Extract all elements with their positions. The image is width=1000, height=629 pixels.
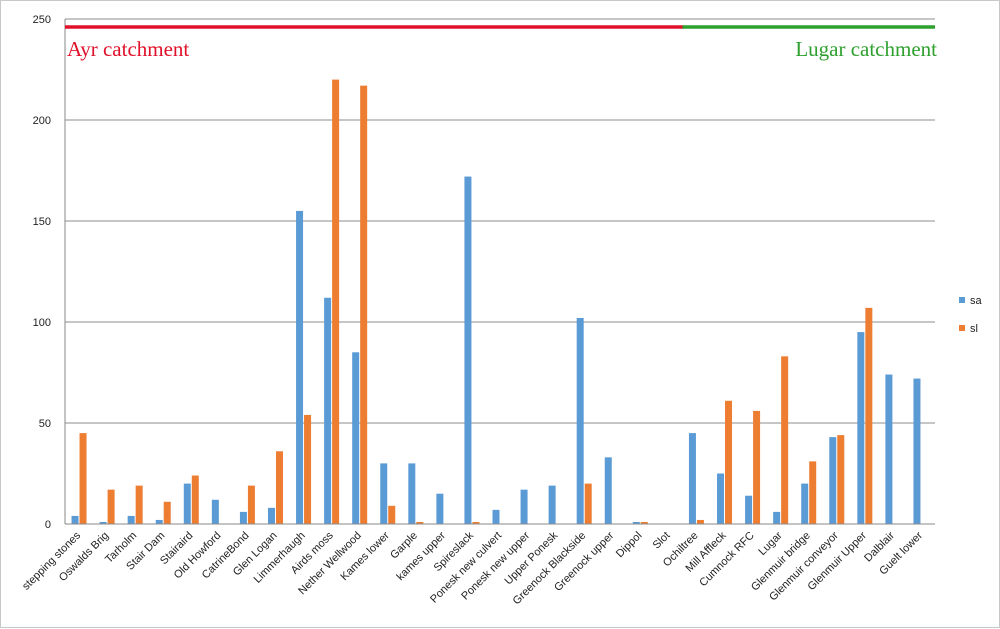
legend: sa sl [959,295,983,335]
bar-sl [79,433,87,524]
bar-sl [837,435,845,524]
bar-sl [696,519,704,524]
x-tick-label: Slot [651,530,673,552]
bar-sa [352,352,360,524]
bar-sa [464,176,472,524]
bar-sa [211,499,219,524]
x-tick-label: Dippol [614,530,645,561]
legend-label: sa [970,295,983,307]
bar-sa [183,483,191,524]
bar-sa [71,515,79,524]
bar-sl [725,400,733,524]
bar-sa [127,515,135,524]
bar-sl [472,521,480,524]
bar-sl [304,414,312,524]
bar-sl [388,505,396,524]
bar-sa [913,378,921,524]
bar-sl [781,356,789,524]
bar-sa [688,433,696,524]
bar-sa [492,509,500,524]
y-tick-label: 250 [33,14,51,26]
bar-sa [745,495,753,524]
bar-sa [436,493,444,524]
bar-sl [275,451,283,524]
bar-sl [640,521,648,524]
bar-sl [332,79,340,524]
bar-sa [380,463,388,524]
bar-sl [584,483,592,524]
bar-sl [360,85,368,524]
bar-sa [885,374,893,524]
y-tick-label: 0 [45,519,51,531]
bar-sa [324,297,332,524]
bar-sa [717,473,725,524]
bar-sa [801,483,809,524]
gridlines [65,18,935,424]
y-tick-label: 50 [39,418,51,430]
bar-sa [155,519,163,524]
legend-label: sl [970,323,978,335]
bar-sl [416,521,424,524]
y-tick-label: 150 [33,216,51,228]
bar-sl [107,489,115,524]
bar-sa [408,463,416,524]
bar-sa [632,521,640,524]
bar-sa [576,317,584,524]
bar-sa [829,437,837,524]
bar-sl [163,501,171,524]
bar-sl [753,410,761,524]
legend-swatch [959,325,965,331]
bar-sa [296,210,304,524]
bar-sa [604,457,612,524]
bar-sa [773,511,781,524]
y-tick-label: 200 [33,115,51,127]
catchment-label: Ayr catchment [67,37,189,61]
bar-sa [267,507,275,524]
y-tick-label: 100 [33,317,51,329]
legend-swatch [959,297,965,303]
bar-sa [99,521,107,524]
bar-sa [520,489,528,524]
catchment-annotations: Ayr catchment Lugar catchment [65,25,937,61]
bars [71,79,921,524]
bar-sl [809,461,817,524]
bar-sl [247,485,255,524]
bar-sl [135,485,143,524]
bar-sa [239,511,247,524]
bar-sl [191,475,199,524]
bar-sa [857,332,865,524]
catchment-label: Lugar catchment [795,37,937,61]
bar-sa [548,485,556,524]
bar-sl [865,307,873,524]
